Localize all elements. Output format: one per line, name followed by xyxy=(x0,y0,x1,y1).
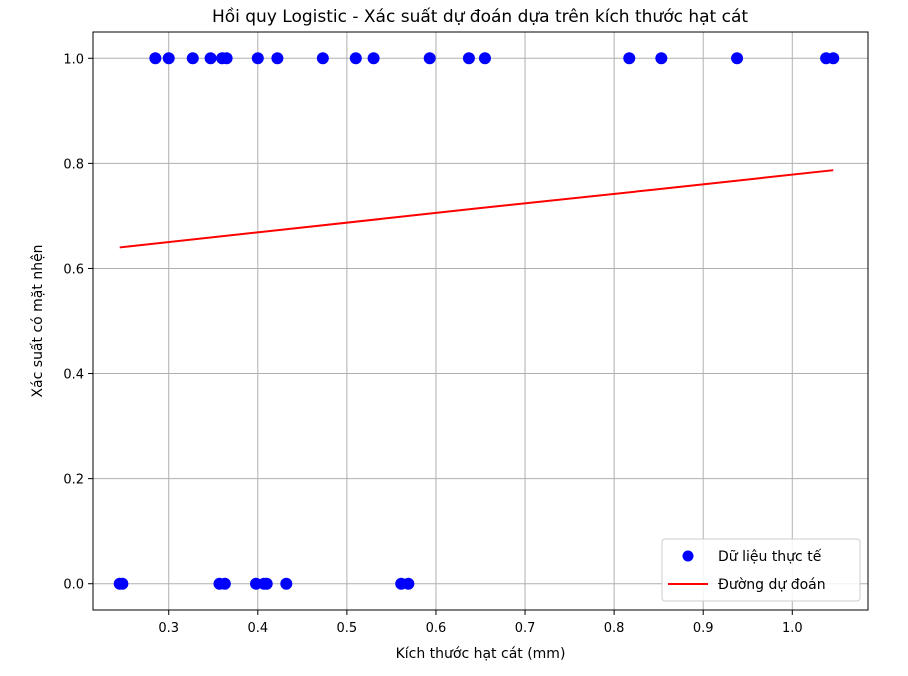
data-point xyxy=(149,52,162,65)
x-tick-label: 1.0 xyxy=(782,621,803,636)
data-point xyxy=(251,52,264,65)
data-point xyxy=(367,52,380,65)
y-tick-label: 1.0 xyxy=(63,52,84,67)
x-tick-label: 0.8 xyxy=(604,621,625,636)
data-point xyxy=(260,577,273,590)
data-point xyxy=(271,52,284,65)
legend-label-scatter: Dữ liệu thực tế xyxy=(718,548,822,565)
data-point xyxy=(162,52,175,65)
data-point xyxy=(316,52,329,65)
data-point xyxy=(731,52,744,65)
data-point xyxy=(116,577,129,590)
y-tick-label: 0.4 xyxy=(63,368,84,383)
prediction-line xyxy=(119,169,834,249)
data-point xyxy=(655,52,668,65)
plot-frame xyxy=(92,31,869,611)
legend-label-line: Đường dự đoán xyxy=(718,577,826,593)
data-point xyxy=(462,52,475,65)
x-tick-label: 0.5 xyxy=(337,621,358,636)
legend-marker-scatter xyxy=(682,550,694,562)
legend-box xyxy=(661,538,861,602)
data-point xyxy=(280,577,293,590)
legend: Dữ liệu thực tế Đường dự đoán xyxy=(661,538,861,602)
ticks: 0.3 0.4 0.5 0.6 0.7 0.8 0.9 1.0 0.0 0.2 0.4 0.6 0.8 1… xyxy=(63,52,802,636)
data-point xyxy=(827,52,840,65)
y-tick-label: 0.6 xyxy=(63,262,84,277)
data-point xyxy=(402,577,415,590)
data-point xyxy=(623,52,636,65)
x-tick-label: 0.7 xyxy=(515,621,536,636)
data-point xyxy=(218,577,231,590)
y-tick-label: 0.0 xyxy=(63,578,84,593)
y-axis-label: Xác suất có mặt nhện xyxy=(30,244,46,397)
data-point xyxy=(186,52,199,65)
grid xyxy=(93,32,868,610)
chart-title: Hồi quy Logistic - Xác suất dự đoán dựa … xyxy=(212,6,748,27)
y-tick-label: 0.8 xyxy=(63,157,84,172)
prediction-line-layer xyxy=(119,169,834,249)
data-point xyxy=(204,52,217,65)
x-tick-label: 0.4 xyxy=(247,621,268,636)
x-tick-label: 0.6 xyxy=(426,621,447,636)
x-tick-label: 0.3 xyxy=(158,621,179,636)
x-tick-label: 0.9 xyxy=(693,621,714,636)
data-point xyxy=(349,52,362,65)
x-axis-label: Kích thước hạt cát (mm) xyxy=(396,646,566,662)
data-point xyxy=(478,52,491,65)
data-points-layer xyxy=(113,52,840,590)
data-point xyxy=(423,52,436,65)
data-point xyxy=(220,52,233,65)
y-tick-label: 0.2 xyxy=(63,473,84,488)
